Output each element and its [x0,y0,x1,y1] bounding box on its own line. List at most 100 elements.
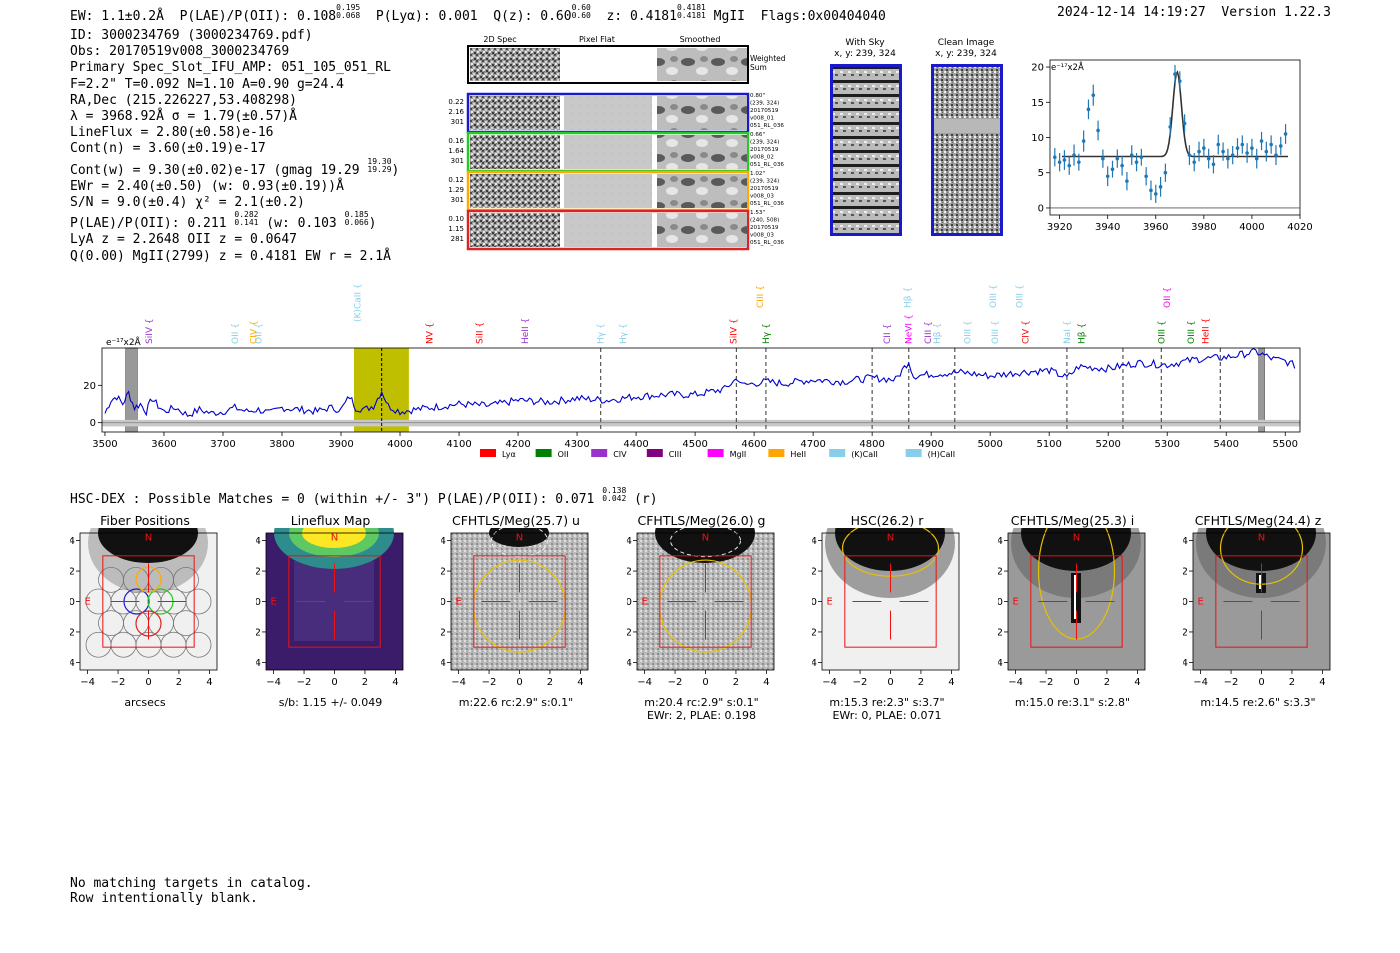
spectrum-xtick-label: 4800 [859,439,884,450]
zoom-point [1240,142,1245,147]
zoom-ytick-label: 10 [1031,133,1044,144]
zoom-point [1129,153,1134,157]
fiber-right-value: 0.80" [750,93,765,99]
legend-label: CIV [613,450,627,459]
fiber-row: 0.12 1.29 301 1.02" (239, 324)20170519 v008_0… [448,170,784,212]
spectrum-xtick-label: 4300 [564,439,589,450]
masked-region [125,347,138,433]
zoom-point [1110,167,1115,172]
source-tail-highlight [1259,575,1261,589]
zoom-ylabel: e⁻¹⁷x2Å [1051,61,1084,73]
cutout-xtick-label: −4 [266,677,281,688]
info-primary: Primary Spec_Slot_IFU_AMP: 051_105_051_R… [70,60,391,76]
info-plae2: P(LAE)/P(OII): 0.211 0.282 0.141 (w: 0.10… [70,210,377,232]
zoom-point [1096,128,1100,133]
spectrum-xtick-label: 4700 [800,439,825,450]
col-header-2dspec: 2D Spec [483,35,516,44]
bright-source [98,528,198,563]
info-obs: Obs: 20170519v008_3000234769 [70,44,290,60]
hsc-summary: HSC-DEX : Possible Matches = 0 (within +… [70,486,658,508]
cutout-ytick-label: 0 [256,597,261,608]
legend-label: HeII [790,450,806,459]
cutout-xtick-label: 2 [1103,677,1109,688]
compass-e: E [826,597,832,608]
cutout-caption: m:20.4 rc:2.9" s:0.1" [644,696,759,709]
cutout-xtick-label: 0 [1073,677,1079,688]
fiber-right-value: 051_RL_036 [750,162,784,168]
fiber-pixelflat [564,96,652,130]
cutout-xtick-label: −2 [667,677,682,688]
cutout-image: N E −4 −4 −2 −2 0 0 2 2 4 4 [70,528,218,688]
cutout-ytick-label: 0 [70,597,75,608]
info-contw: Cont(w) = 9.30(±0.02)e-17 (gmag 19.29 19… [70,156,400,178]
header-z-range: 0.4181 0.4181 [676,3,706,20]
cutout-title: Fiber Positions [100,513,190,528]
line-label: (K)CaII { [354,283,364,322]
zoom-point [1067,163,1072,168]
cutout-xtick-label: 4 [206,677,212,688]
fiber-right-value: v008_02 [750,155,774,161]
legend-label: MgII [730,450,747,459]
source-tail-highlight [1073,575,1076,619]
cutout-xtick-label: 2 [732,677,738,688]
zoom-point [1221,149,1225,154]
info-fiber: F=2.2" T=0.092 N=1.10 A=0.90 g=24.4 [70,76,344,92]
noise-band [102,419,1300,427]
spectrum-xtick-label: 4000 [387,439,412,450]
cutout-xtick-label: 0 [331,677,337,688]
cutout-ytick-label: 2 [1183,567,1188,578]
cutout-xtick-label: 0 [887,677,893,688]
cutout-image: N E −4 −4 −2 −2 0 0 2 2 4 4 [441,528,589,688]
fiber-grid: 2D Spec Pixel Flat Smoothed Weighted Sum… [448,35,786,251]
cutout-ytick-label: 4 [441,536,446,547]
sum-label: Sum [750,63,767,72]
zoom-point [1274,153,1278,157]
cutout-ytick-label: −4 [1183,658,1188,669]
fiber-right-value: 20170519 [750,225,779,231]
fiber-smoothed [657,96,747,130]
masked-region [1258,347,1265,433]
cutout-xtick-label: −2 [1224,677,1239,688]
spectrum-xtick-label: 3900 [328,439,353,450]
compass-n: N [887,533,894,544]
cutout-ytick-label: 4 [627,536,632,547]
line-label: HeII { [1202,318,1212,344]
zoom-chart: 3920 3940 3960 3980 4000 4020 0 5 10 15 20 e⁻¹⁷x2Å [1031,59,1313,233]
zoom-xtick-label: 3960 [1143,222,1168,233]
cutout-xtick-label: 4 [1134,677,1140,688]
zoom-point [1216,142,1221,147]
fiber-left-value: 0.12 [448,176,464,184]
cutout-ytick-label: −2 [441,627,446,638]
header-qz: Q(z): 0.60 [493,9,572,24]
zoom-point [1053,155,1057,160]
fiber-right-value: (239, 324) [750,179,779,185]
spectrum-xtick-label: 5400 [1214,439,1239,450]
cutout-noise [451,533,588,670]
cutout-xtick-label: −4 [1193,677,1208,688]
fiber-right-value: 20170519 [750,186,779,192]
cutout-row: Fiber Positions N E −4 −4 −2 −2 0 0 2 2 4 4 arcsecs Li… [0,510,1400,730]
spectrum-chart: 3500 3600 3700 3800 3900 4000 4100 4200 4300 4400… [83,283,1301,459]
fiber-2dspec [470,174,560,208]
zoom-point [1158,185,1163,189]
cutout-ytick-label: 2 [441,567,446,578]
zoom-point [1072,153,1076,157]
cutout-xtick-label: −4 [822,677,837,688]
zoom-xtick-label: 4000 [1239,222,1264,233]
spectrum-xtick-label: 4200 [505,439,530,450]
fiber-left-value: 1.15 [448,225,464,233]
cutout-ytick-label: −2 [70,627,75,638]
line-label: NaI { [1063,321,1073,345]
zoom-point [1178,79,1182,83]
fiber-smoothed [657,135,747,169]
fiber-row: 0.10 1.15 281 1.53" (240, 508)20170519 v008_0… [448,209,784,251]
header-ew: EW: 1.1±0.2Å [70,9,164,24]
zoom-point [1235,146,1240,150]
line-label: CIV { [1022,320,1032,344]
zoom-xtick-label: 3980 [1191,222,1216,233]
catalog-note-line1: No matching targets in catalog. [70,876,313,891]
fiber-right-value: 051_RL_036 [750,240,784,246]
zoom-point [1144,174,1148,179]
zoom-point [1264,149,1269,154]
cutout-ytick-label: 2 [998,567,1003,578]
